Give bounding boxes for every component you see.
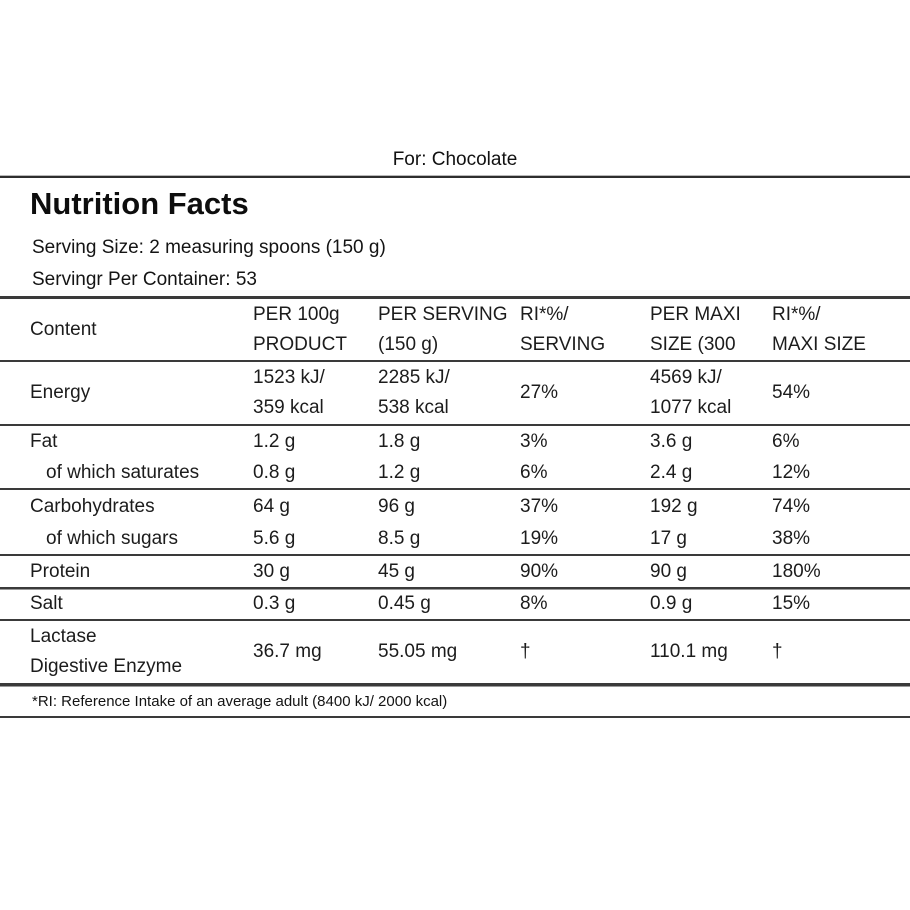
cell-ri-maxi: 54% (772, 382, 811, 403)
cell-per-100g: 0.3 g (253, 593, 296, 614)
row-label: Salt (30, 593, 63, 614)
cell-ri-serving: 3% (520, 431, 548, 452)
header-per-100g: PER 100g PRODUCT (253, 303, 347, 355)
table-row-salt: Salt 0.3 g 0.45 g 8% 0.9 g 15% (0, 589, 910, 621)
cell-per-maxi: 17 g (650, 527, 687, 549)
cell-ri-maxi: 12% (772, 462, 811, 483)
top-divider (0, 176, 910, 178)
cell-per-serving: 1.8 g (378, 431, 421, 452)
cell-per-100g: 5.6 g (253, 527, 296, 549)
serving-size-text: Serving Size: 2 measuring spoons (150 g) (32, 237, 386, 258)
cell-per-serving: 0.45 g (378, 593, 431, 614)
cell-per-serving: 96 g (378, 495, 415, 517)
table-row-energy: Energy 1523 kJ/ 359 kcal 2285 kJ/ 538 kc… (0, 362, 910, 426)
header-per-serving: PER SERVING (150 g) (378, 303, 508, 355)
row-label: Energy (30, 382, 91, 403)
cell-ri-maxi: 6% (772, 431, 800, 452)
cell-ri-serving: 8% (520, 593, 548, 614)
cell-ri-serving: 90% (520, 560, 559, 582)
table-header-row: Content PER 100g PRODUCT PER SERVING (15… (0, 296, 910, 362)
cell-ri-maxi: † (772, 641, 783, 662)
cell-ri-serving: 6% (520, 462, 548, 483)
cell-per-serving: 55.05 mg (378, 641, 458, 662)
cell-per-100g: 64 g (253, 495, 290, 517)
cell-per-serving: 2285 kJ/ 538 kcal (378, 367, 450, 418)
table-row-lactase-enzyme: Lactase Digestive Enzyme 36.7 mg 55.05 m… (0, 621, 910, 686)
table-row-saturates: of which saturates 0.8 g 1.2 g 6% 2.4 g … (0, 458, 910, 490)
cell-per-maxi: 0.9 g (650, 593, 693, 614)
footnote-row: *RI: Reference Intake of an average adul… (0, 686, 910, 718)
cell-per-100g: 0.8 g (253, 462, 296, 483)
row-label: Lactase Digestive Enzyme (30, 626, 183, 677)
nutrition-table: Content PER 100g PRODUCT PER SERVING (15… (0, 296, 910, 718)
cell-per-100g: 1523 kJ/ 359 kcal (253, 367, 325, 418)
row-label: Protein (30, 560, 91, 582)
row-label: Carbohydrates (30, 495, 155, 517)
header-content: Content (30, 318, 97, 340)
table-row-fat: Fat 1.2 g 1.8 g 3% 3.6 g 6% (0, 426, 910, 458)
cell-ri-maxi: 74% (772, 495, 811, 517)
header-ri-maxi: RI*%/ MAXI SIZE (772, 303, 866, 355)
table-row-carbohydrates: Carbohydrates 64 g 96 g 37% 192 g 74% (0, 490, 910, 523)
cell-per-maxi: 2.4 g (650, 462, 693, 483)
cell-per-maxi: 192 g (650, 495, 698, 517)
cell-per-maxi: 90 g (650, 560, 687, 582)
cell-ri-serving: 37% (520, 495, 559, 517)
table-row-sugars: of which sugars 5.6 g 8.5 g 19% 17 g 38% (0, 523, 910, 556)
row-label: Fat (30, 431, 58, 452)
cell-per-maxi: 3.6 g (650, 431, 693, 452)
header-ri-serving: RI*%/ SERVING (520, 303, 606, 355)
cell-per-100g: 1.2 g (253, 431, 296, 452)
cell-ri-maxi: 38% (772, 527, 811, 549)
table-row-protein: Protein 30 g 45 g 90% 90 g 180% (0, 556, 910, 589)
row-label: of which sugars (46, 527, 179, 549)
cell-ri-maxi: 15% (772, 593, 811, 614)
cell-per-serving: 45 g (378, 560, 415, 582)
cell-ri-serving: † (520, 641, 531, 662)
header-per-maxi: PER MAXI SIZE (300 (650, 303, 741, 355)
cell-ri-serving: 19% (520, 527, 559, 549)
servings-per-container-text: Servingr Per Container: 53 (32, 269, 257, 290)
cell-ri-maxi: 180% (772, 560, 821, 582)
cell-per-serving: 8.5 g (378, 527, 421, 549)
cell-per-100g: 36.7 mg (253, 641, 322, 662)
cell-per-100g: 30 g (253, 560, 290, 582)
page-title: Nutrition Facts (30, 186, 249, 221)
product-for-label: For: Chocolate (392, 149, 518, 170)
reference-intake-footnote: *RI: Reference Intake of an average adul… (32, 692, 448, 710)
cell-per-serving: 1.2 g (378, 462, 421, 483)
row-label: of which saturates (46, 462, 200, 483)
cell-per-maxi: 4569 kJ/ 1077 kcal (650, 367, 732, 418)
cell-ri-serving: 27% (520, 382, 559, 403)
cell-per-maxi: 110.1 mg (650, 641, 728, 662)
